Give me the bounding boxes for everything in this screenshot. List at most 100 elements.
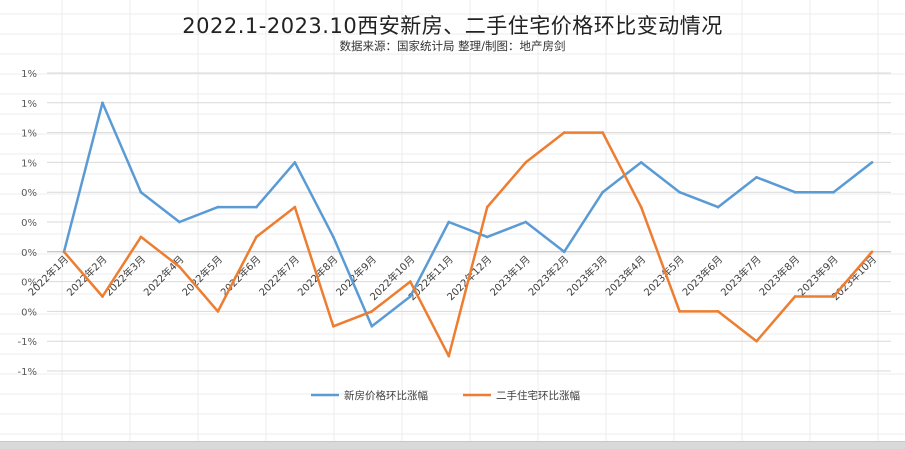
series-2-point	[447, 354, 451, 358]
x-tick-label: 2023年5月	[641, 253, 687, 299]
series-2-point	[216, 310, 220, 313]
series-1-line-segment	[601, 161, 643, 194]
series-1-line-segment	[255, 161, 297, 209]
series-1-line-segment	[62, 101, 104, 254]
y-tick-label: 0%	[21, 248, 37, 259]
series-2-line-segment	[178, 265, 220, 313]
series-2-line-segment	[255, 205, 297, 239]
series-2-point	[793, 295, 797, 298]
series-2-line-segment	[216, 235, 258, 313]
series-1-point	[870, 161, 874, 164]
series-1-line-segment	[332, 235, 374, 328]
series-1-point	[101, 101, 104, 105]
series-1-point	[293, 161, 297, 164]
series-2-point	[832, 295, 835, 298]
series-1-point	[370, 325, 374, 328]
y-tick-label: -1%	[18, 367, 37, 378]
x-tick-label: 2022年7月	[256, 253, 302, 299]
series-2-point	[139, 235, 143, 239]
series-1-point	[832, 190, 835, 194]
series-2-line-segment	[293, 205, 335, 328]
series-2-point	[601, 131, 604, 134]
series-2-line-segment	[101, 235, 143, 298]
series-1-line-segment	[139, 190, 181, 224]
y-tick-label: -1%	[18, 337, 37, 348]
series-1-line-segment	[678, 190, 720, 209]
series-2-line-segment	[409, 280, 451, 358]
series-2-line-segment	[601, 131, 643, 209]
series-1-point	[255, 205, 258, 209]
chart-subtitle: 数据来源：国家统计局 整理/制图：地产房剑	[339, 39, 566, 53]
series-1-point	[678, 190, 681, 194]
series-2-line-segment	[755, 295, 797, 343]
x-tick-label: 2023年1月	[487, 253, 533, 299]
series-1-line-segment	[524, 220, 566, 254]
x-tick-label: 2023年3月	[564, 253, 610, 299]
series-2-point	[755, 339, 758, 343]
series-1-point	[793, 190, 797, 194]
series-2-line-segment	[447, 205, 489, 358]
series-2-point	[370, 310, 374, 313]
series-1-line-segment	[832, 161, 874, 194]
series-2-line-segment	[139, 235, 181, 268]
series-2-line-segment	[716, 310, 758, 343]
series-2-line-segment	[62, 250, 104, 298]
series-1-point	[139, 190, 143, 194]
series-2-point	[716, 310, 720, 313]
series-1-line-segment	[485, 220, 527, 239]
y-tick-label: 1%	[21, 99, 37, 110]
x-tick-label: 2023年7月	[718, 253, 764, 299]
series-1-point	[447, 220, 451, 224]
x-tick-label: 2022年1月	[25, 253, 71, 299]
legend-label-series-2: 二手住宅环比涨幅	[496, 389, 580, 402]
series-2-line-segment	[832, 250, 874, 298]
series-2-point	[293, 205, 297, 209]
y-tick-label: 0%	[21, 307, 37, 318]
series-1-line-segment	[178, 205, 220, 224]
x-tick-label: 2022年6月	[218, 253, 264, 299]
x-tick-label: 2023年4月	[602, 253, 648, 299]
series-1-line-segment	[370, 295, 412, 328]
series-2-point	[332, 325, 335, 328]
series-1-point	[216, 205, 220, 209]
series-2-point	[101, 295, 104, 298]
series-2-point	[524, 161, 528, 164]
series-1-point	[562, 250, 566, 254]
series-1-point	[178, 220, 181, 224]
series-1-line-segment	[293, 161, 335, 239]
series-2-line-segment	[332, 310, 374, 328]
series-1-point	[408, 295, 412, 298]
series-1-point	[485, 235, 489, 239]
series-1-line-segment	[755, 176, 797, 194]
x-tick-label: 2023年2月	[525, 253, 571, 299]
y-tick-label: 0%	[21, 278, 37, 289]
y-tick-label: 1%	[21, 158, 37, 169]
series-1-line-segment	[562, 190, 604, 254]
series-2-point	[255, 235, 258, 239]
x-tick-label: 2023年8月	[756, 253, 802, 299]
series-2-point	[178, 265, 181, 269]
chart-title: 2022.1-2023.10西安新房、二手住宅价格环比变动情况	[182, 14, 723, 38]
series-2-point	[62, 250, 66, 254]
x-tick-label: 2023年6月	[679, 253, 725, 299]
series-2-line-segment	[370, 280, 412, 313]
series-2-line-segment	[639, 205, 681, 313]
series-2-point	[485, 205, 489, 209]
series-1-point	[716, 205, 720, 209]
series-2-point	[870, 250, 874, 254]
series-2-point	[562, 131, 566, 134]
series-2-point	[408, 280, 412, 283]
y-tick-label: 1%	[21, 129, 37, 140]
series-2-point	[678, 310, 681, 313]
series-1-line-segment	[716, 176, 758, 209]
series-2-line-segment	[524, 131, 566, 164]
series-1-point	[524, 220, 528, 224]
series-1-line-segment	[409, 220, 451, 298]
series-2-line-segment	[485, 161, 527, 209]
sheet-bottom-bar	[0, 441, 905, 449]
series-1-point	[332, 235, 335, 239]
series-1-point	[755, 176, 758, 179]
series-2-point	[639, 205, 643, 209]
y-tick-label: 1%	[21, 69, 37, 80]
